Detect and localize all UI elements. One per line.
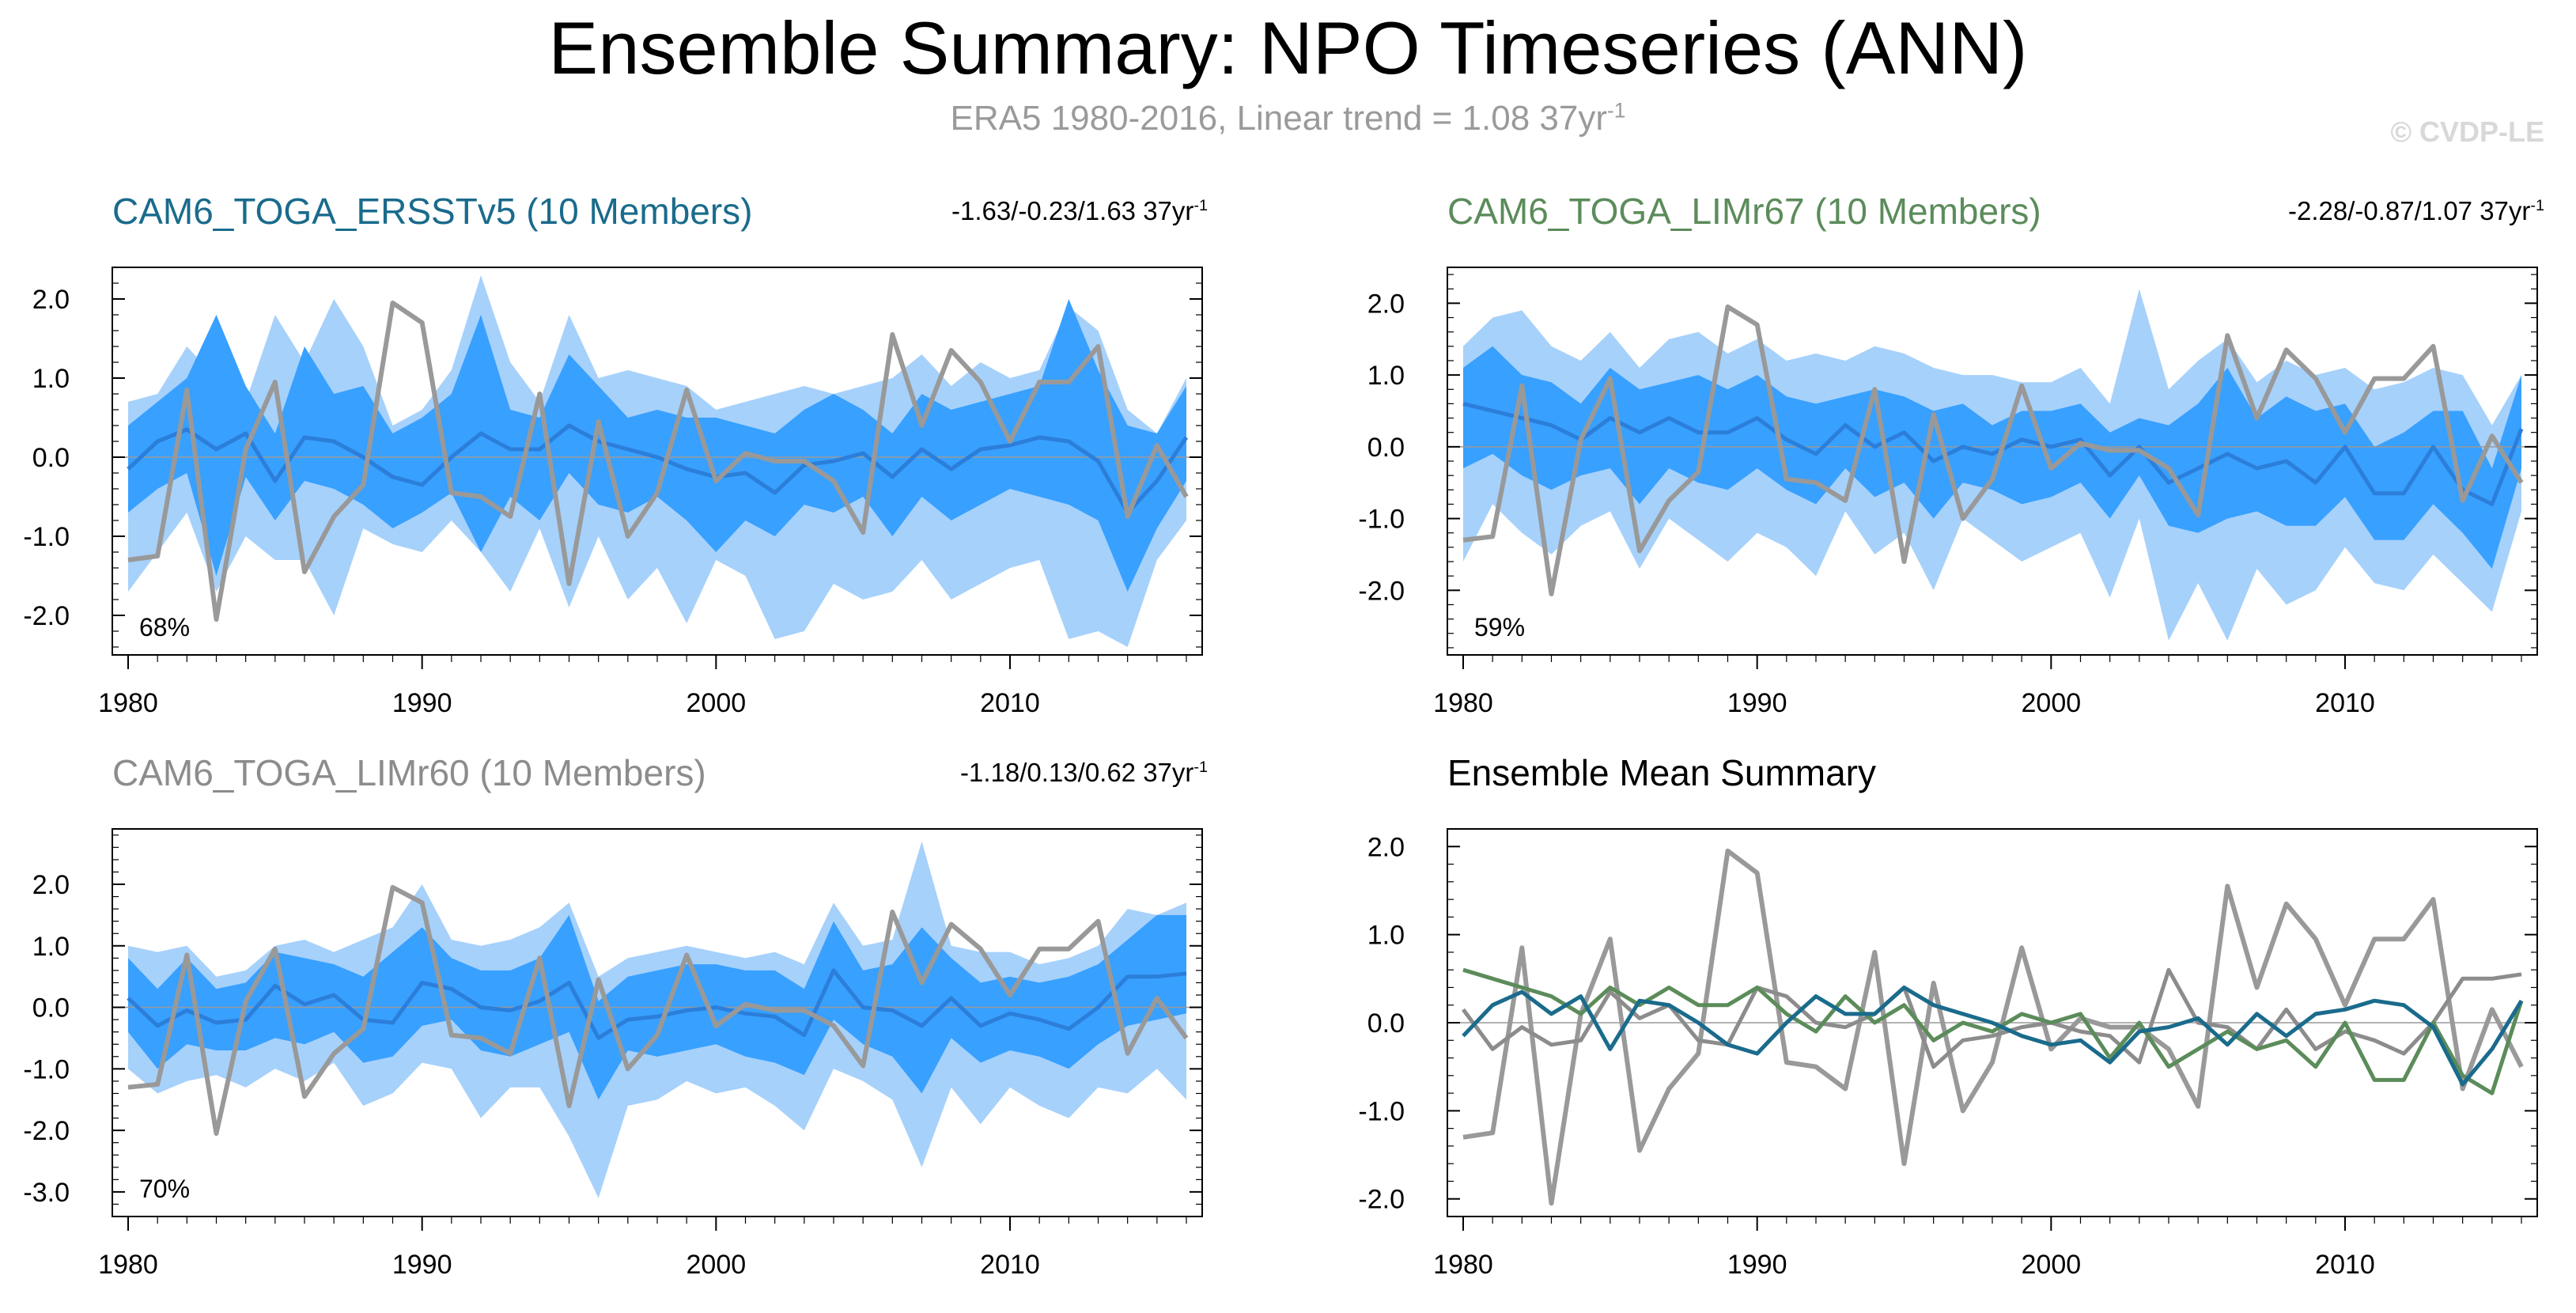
panel-2-trend-text: -2.28/-0.87/1.07 37yr <box>2288 196 2531 225</box>
panel-3-xtick-label: 2000 <box>687 1250 747 1280</box>
panel-1-trend: -1.63/-0.23/1.63 37yr-1 <box>951 198 1208 224</box>
page-subtitle: ERA5 1980-2016, Linear trend = 1.08 37yr… <box>0 98 2576 138</box>
panel-3-ensemble-mean-line <box>127 968 1187 1040</box>
panel-1-percent-label: 68% <box>139 613 190 641</box>
panel-1-ytick-label: 2.0 <box>32 285 70 315</box>
panel-1-trend-text: -1.63/-0.23/1.63 37yr <box>951 196 1194 225</box>
panel-3-title: CAM6_TOGA_LIMr60 (10 Members) <box>112 752 706 793</box>
panel-4-ersst-line <box>1462 986 2524 1087</box>
panel-2-xtick-label: 1990 <box>1727 688 1787 718</box>
panel-1-xtick-label: 2000 <box>687 688 747 718</box>
panel-2-percent-label: 59% <box>1474 613 1525 641</box>
panel-3-ytick-label: -3.0 <box>23 1178 70 1208</box>
panel-2-trend: -2.28/-0.87/1.07 37yr-1 <box>2288 198 2544 224</box>
subtitle-text: ERA5 1980-2016, Linear trend = 1.08 37yr <box>950 99 1607 138</box>
panel-3-xtick-label: 1980 <box>98 1250 158 1280</box>
panel-4-ytick-label: 0.0 <box>1367 1008 1405 1039</box>
panel-4-ytick-label: -1.0 <box>1358 1096 1405 1126</box>
panel-3-xtick-label: 1990 <box>392 1250 452 1280</box>
panel-1-xtick-label: 2010 <box>980 688 1040 718</box>
panel-1-ytick-label: -1.0 <box>23 522 70 552</box>
panel-1-ytick-label: 0.0 <box>32 443 70 473</box>
panel-4-xtick-label: 1980 <box>1433 1250 1493 1280</box>
panel-1-xtick-label: 1990 <box>392 688 452 718</box>
panel-3-ytick-label: -2.0 <box>23 1116 70 1146</box>
panel-2-ytick-label: 0.0 <box>1367 433 1405 463</box>
panel-4-title: Ensemble Mean Summary <box>1447 752 1876 793</box>
panel-4-xtick-label: 2010 <box>2315 1250 2375 1280</box>
panel-2-ytick-label: 1.0 <box>1367 361 1405 391</box>
panel-4-ytick-label: 1.0 <box>1367 921 1405 951</box>
panel-3-obs-line <box>127 884 1189 1136</box>
panel-1-ytick-label: 1.0 <box>32 364 70 394</box>
panel-2-ytick-label: -1.0 <box>1358 505 1405 535</box>
panel-1-obs-line <box>127 301 1189 622</box>
panel-2-xtick-label: 2000 <box>2022 688 2082 718</box>
panel-3-percent-label: 70% <box>139 1175 190 1203</box>
panel-4-limr60-line <box>1461 967 2522 1069</box>
panel-2-trend-exponent: -1 <box>2530 197 2544 214</box>
subtitle-exponent: -1 <box>1607 98 1626 123</box>
page-title: Ensemble Summary: NPO Timeseries (ANN) <box>548 6 2028 89</box>
panel-1-ensemble-mean-line <box>127 423 1189 515</box>
panel-3-ytick-label: 0.0 <box>32 993 70 1024</box>
panel-2-ytick-label: -2.0 <box>1358 576 1405 606</box>
panel-1-inner-band <box>128 299 1186 592</box>
credit-watermark: © CVDP-LE <box>2390 115 2544 148</box>
panel-2-xtick-label: 2010 <box>2315 688 2375 718</box>
panel-2-title: CAM6_TOGA_LIMr67 (10 Members) <box>1447 191 2041 232</box>
panel-2-inner-band <box>1463 346 2521 569</box>
panel-4-obs-line <box>1462 848 2524 1206</box>
panel-4-xtick-label: 2000 <box>2022 1250 2082 1280</box>
panel-3-ytick-label: 2.0 <box>32 870 70 900</box>
panel-4-limr67-line <box>1462 967 2524 1095</box>
panel-4-ytick-label: -2.0 <box>1358 1185 1405 1215</box>
panel-2-ytick-label: 2.0 <box>1367 289 1405 319</box>
panel-3-xtick-label: 2010 <box>980 1250 1040 1280</box>
panel-3-trend-exponent: -1 <box>1193 759 1208 776</box>
panel-4-ytick-label: 2.0 <box>1367 832 1405 862</box>
panel-3-ytick-label: 1.0 <box>32 932 70 962</box>
panel-2-obs-line <box>1462 304 2524 596</box>
panel-3-trend: -1.18/0.13/0.62 37yr-1 <box>960 759 1208 785</box>
panel-1-xtick-label: 1980 <box>98 688 158 718</box>
panel-2-ensemble-mean-line <box>1462 401 2524 506</box>
panel-3-trend-text: -1.18/0.13/0.62 37yr <box>960 758 1194 787</box>
panel-1-ytick-label: -2.0 <box>23 601 70 631</box>
panel-1-trend-exponent: -1 <box>1193 197 1208 214</box>
panel-2-xtick-label: 1980 <box>1433 688 1493 718</box>
panel-3-ytick-label: -1.0 <box>23 1054 70 1084</box>
panel-4-xtick-label: 1990 <box>1727 1250 1787 1280</box>
panel-1-title: CAM6_TOGA_ERSSTv5 (10 Members) <box>112 191 753 232</box>
